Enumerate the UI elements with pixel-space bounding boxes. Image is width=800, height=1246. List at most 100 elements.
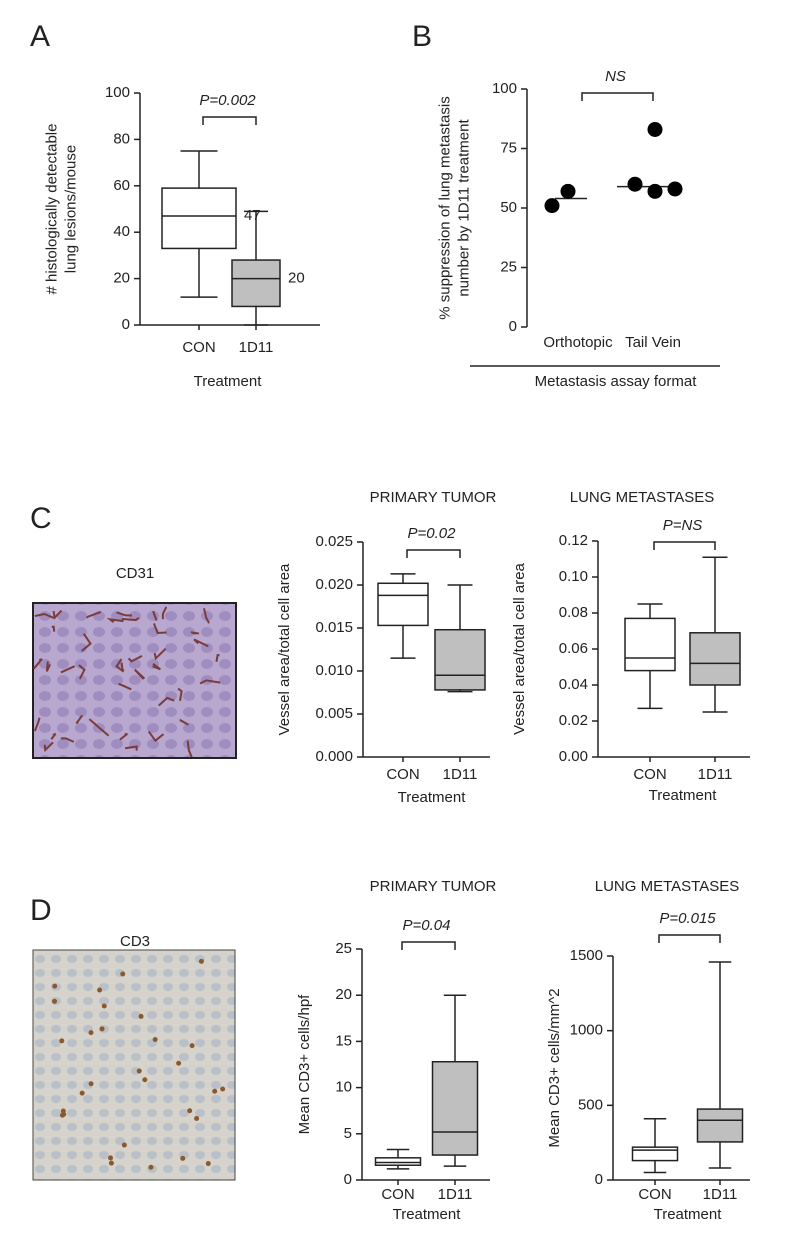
vessel xyxy=(45,661,51,672)
y-tick-label: 100 xyxy=(105,84,130,101)
x-axis-label: Treatment xyxy=(649,787,718,804)
y-tick-label: 50 xyxy=(500,199,517,216)
image-label: CD3 xyxy=(120,933,150,950)
x-axis-label: Metastasis assay format xyxy=(535,373,698,390)
panel-label: B xyxy=(412,20,432,53)
box xyxy=(231,259,281,308)
cell xyxy=(148,1164,154,1170)
vessel xyxy=(119,732,128,741)
box xyxy=(631,1146,679,1162)
vessel xyxy=(186,740,193,758)
y-axis-label: % suppression of lung metastasis xyxy=(436,96,453,319)
point xyxy=(647,183,663,199)
vessel xyxy=(78,664,86,680)
cell xyxy=(212,1088,218,1094)
box xyxy=(689,632,741,686)
x-tick-label: 1D11 xyxy=(698,766,733,783)
vessel xyxy=(60,665,76,674)
annotation: P=0.04 xyxy=(403,917,451,934)
y-tick-label: 15 xyxy=(335,1032,352,1049)
x-axis-label: Treatment xyxy=(393,1206,462,1223)
bracket xyxy=(658,934,721,943)
vessel xyxy=(193,638,209,648)
vessel xyxy=(158,696,175,707)
x-tick-label: 1D11 xyxy=(443,766,478,783)
cell xyxy=(101,1003,107,1009)
cell xyxy=(60,1108,66,1114)
annotation: P=0.002 xyxy=(199,92,256,109)
x-tick-label: CON xyxy=(381,1186,414,1203)
box xyxy=(161,187,237,250)
y-axis-label: number by 1D11 treatment xyxy=(455,119,472,297)
cell xyxy=(99,1026,105,1032)
y-tick-label: 60 xyxy=(113,177,130,194)
y-tick-label: 0 xyxy=(509,318,517,335)
point xyxy=(667,181,683,197)
cell xyxy=(176,1060,182,1066)
y-tick-label: 0.04 xyxy=(559,676,588,693)
y-tick-label: 0.00 xyxy=(559,748,588,765)
x-tick-label: 1D11 xyxy=(438,1186,473,1203)
vessel xyxy=(147,730,165,743)
y-tick-label: 75 xyxy=(500,139,517,156)
y-tick-label: 0.000 xyxy=(315,748,353,765)
cell xyxy=(142,1077,148,1083)
bracket xyxy=(401,941,456,950)
x-tick-label: 1D11 xyxy=(239,339,274,356)
annotation: P=0.02 xyxy=(408,525,457,542)
x-tick-label: CON xyxy=(638,1186,671,1203)
y-tick-label: 80 xyxy=(113,130,130,147)
x-axis-label: Treatment xyxy=(398,789,467,806)
y-axis-label: Vessel area/total cell area xyxy=(511,562,528,734)
chart-title: PRIMARY TUMOR xyxy=(370,489,497,506)
cell xyxy=(120,971,126,977)
cell xyxy=(194,1115,200,1121)
x-tick-label: CON xyxy=(386,766,419,783)
y-axis-label: Vessel area/total cell area xyxy=(276,563,293,735)
vessel xyxy=(50,732,57,740)
cell xyxy=(108,1155,114,1161)
vessel xyxy=(127,655,143,663)
panel-label: C xyxy=(30,502,52,535)
x-tick-label: Orthotopic xyxy=(543,334,613,351)
cell xyxy=(97,987,103,993)
vessel xyxy=(75,714,84,725)
y-tick-label: 0.020 xyxy=(315,576,353,593)
y-tick-label: 40 xyxy=(113,223,130,240)
vessel xyxy=(60,737,75,743)
y-tick-label: 0.06 xyxy=(559,640,588,657)
vessel xyxy=(51,625,56,632)
vessel xyxy=(33,717,41,732)
cell xyxy=(189,1043,195,1049)
annotation: P=NS xyxy=(663,517,703,534)
y-tick-label: 0 xyxy=(595,1171,603,1188)
cell xyxy=(121,1142,127,1148)
box xyxy=(696,1108,744,1143)
point xyxy=(544,198,560,214)
y-tick-label: 0.015 xyxy=(315,619,353,636)
vessel xyxy=(190,631,200,635)
vessel xyxy=(43,741,54,753)
x-tick-label: Tail Vein xyxy=(625,334,681,351)
vessel xyxy=(34,612,55,619)
box xyxy=(374,1157,422,1166)
bracket xyxy=(653,541,716,550)
y-axis-label: # histologically detectable xyxy=(43,124,60,295)
vessel xyxy=(177,687,183,702)
cell xyxy=(52,983,58,989)
y-tick-label: 0.12 xyxy=(559,532,588,549)
box xyxy=(624,617,676,672)
y-tick-label: 0 xyxy=(122,316,130,333)
chart-title: LUNG METASTASES xyxy=(595,878,739,895)
cell xyxy=(52,998,58,1004)
cell xyxy=(180,1155,186,1161)
vessel xyxy=(179,718,189,726)
cell xyxy=(187,1108,193,1114)
y-axis-label: lung lesions/mouse xyxy=(62,145,79,273)
vessel xyxy=(134,668,146,680)
x-axis-label: Treatment xyxy=(194,373,263,390)
vessel xyxy=(116,611,132,617)
y-tick-label: 0.010 xyxy=(315,662,353,679)
vessel xyxy=(52,609,63,620)
